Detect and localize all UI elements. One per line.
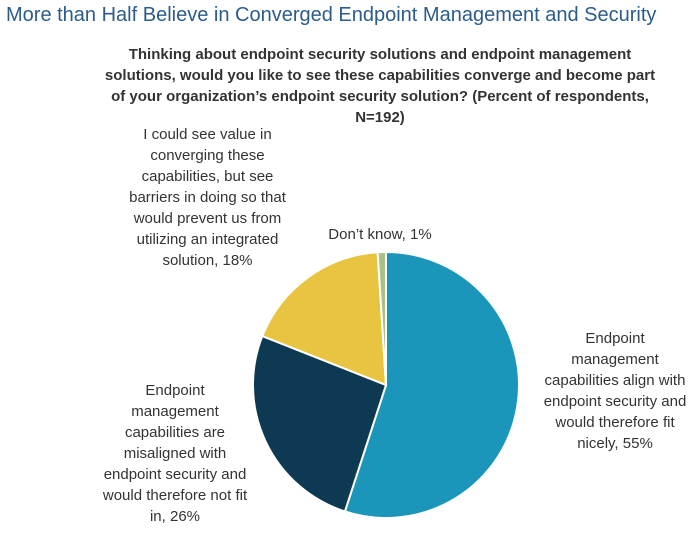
pie-slice	[376, 250, 387, 386]
slice-value: 55%	[622, 435, 653, 452]
slice-value: 26%	[169, 508, 201, 525]
pie-slice	[261, 251, 388, 387]
data-label: Endpoint management capabilities are mis…	[100, 380, 250, 527]
data-label: Endpoint management capabilities align w…	[540, 328, 690, 454]
data-label: Don’t know, 1%	[300, 224, 460, 245]
slice-name: Don’t know,	[328, 226, 406, 243]
slice-value: 1%	[410, 226, 432, 243]
slice-name: Endpoint management capabilities align w…	[543, 330, 687, 452]
pie-slice	[343, 250, 520, 519]
pie-slice	[252, 334, 388, 513]
slice-value: 18%	[222, 252, 253, 269]
chart-subtitle: Thinking about endpoint security solutio…	[104, 46, 656, 126]
chart-title: More than Half Believe in Converged Endp…	[6, 4, 657, 26]
slice-name: Endpoint management capabilities are mis…	[102, 382, 248, 525]
data-label: I could see value in converging these ca…	[120, 124, 295, 271]
slice-name: I could see value in converging these ca…	[129, 126, 286, 269]
